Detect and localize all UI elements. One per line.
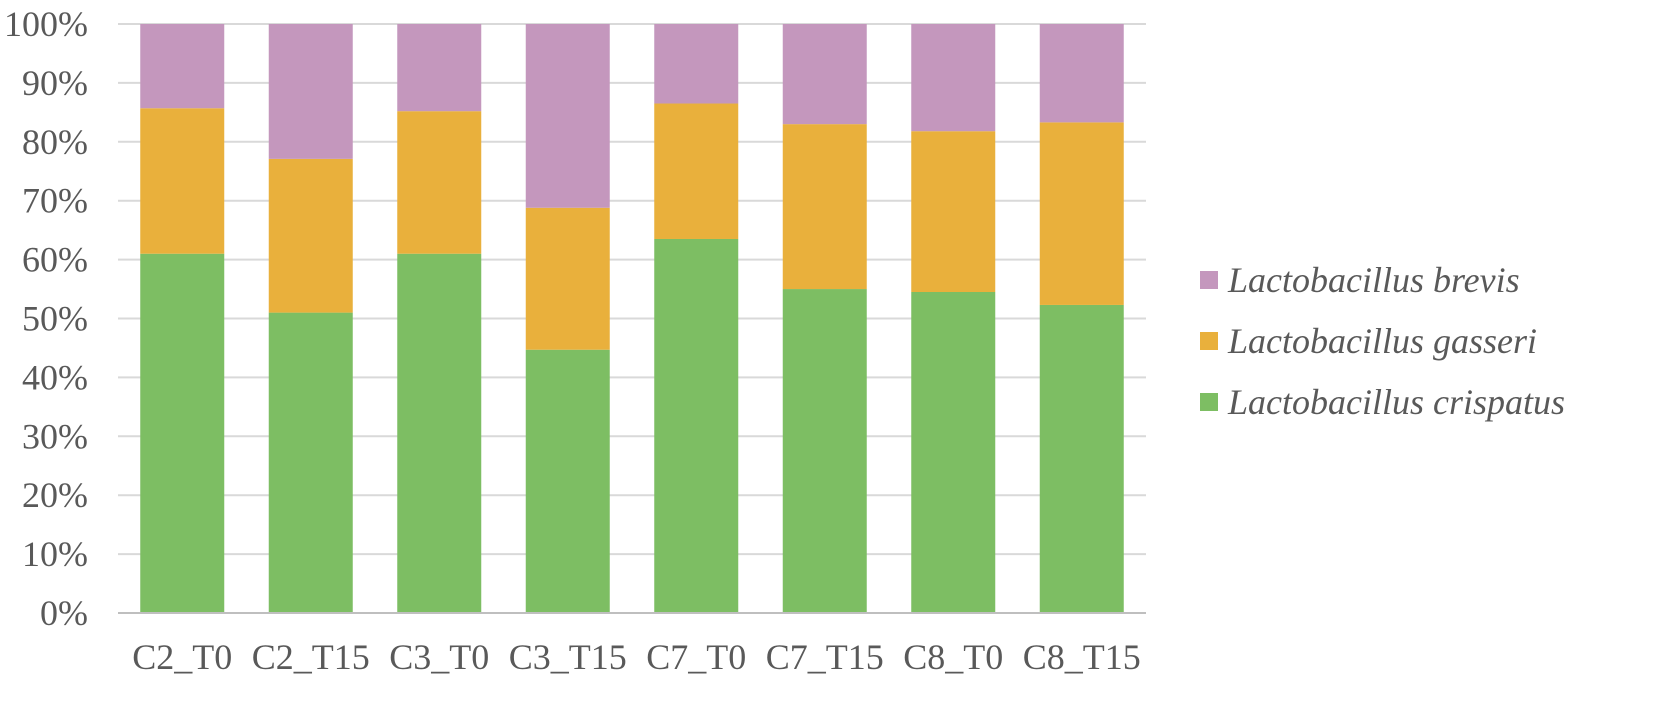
bar-segment bbox=[1039, 304, 1124, 613]
bar-segment bbox=[1039, 122, 1124, 305]
y-tick-label: 20% bbox=[22, 475, 88, 515]
bar-segment bbox=[268, 312, 353, 613]
y-tick-label: 90% bbox=[22, 63, 88, 103]
y-tick-label: 70% bbox=[22, 181, 88, 221]
legend: Lactobacillus brevis Lactobacillus gasser… bbox=[1200, 260, 1565, 422]
bar-segment bbox=[140, 253, 225, 613]
bars bbox=[140, 24, 1124, 614]
bar-segment bbox=[397, 111, 482, 254]
bar-segment bbox=[525, 207, 610, 350]
bar-segment bbox=[140, 24, 225, 109]
bar-segment bbox=[911, 24, 996, 132]
bar-segment bbox=[268, 158, 353, 313]
legend-swatch bbox=[1200, 271, 1218, 289]
y-tick-label: 0% bbox=[40, 593, 88, 633]
bar-segment bbox=[268, 24, 353, 159]
bar-segment bbox=[525, 24, 610, 208]
bar-segment bbox=[397, 253, 482, 613]
bar-segment bbox=[654, 238, 739, 614]
bar-segment bbox=[397, 24, 482, 112]
y-tick-label: 80% bbox=[22, 122, 88, 162]
bar-segment bbox=[782, 24, 867, 125]
bar-segment bbox=[782, 289, 867, 613]
x-category-label: C2_T15 bbox=[252, 637, 370, 677]
bar-segment bbox=[525, 349, 610, 613]
x-category-label: C7_T0 bbox=[646, 637, 746, 677]
y-tick-label: 40% bbox=[22, 357, 88, 397]
bar-segment bbox=[654, 24, 739, 104]
y-tick-label: 100% bbox=[4, 4, 88, 44]
legend-swatch bbox=[1200, 332, 1218, 350]
legend-label: Lactobacillus brevis bbox=[1227, 260, 1520, 300]
x-category-label: C2_T0 bbox=[132, 637, 232, 677]
bar-segment bbox=[911, 131, 996, 292]
y-tick-label: 50% bbox=[22, 299, 88, 339]
bar-segment bbox=[140, 108, 225, 254]
x-category-label: C8_T0 bbox=[903, 637, 1003, 677]
x-category-label: C3_T0 bbox=[389, 637, 489, 677]
bar-segment bbox=[654, 103, 739, 239]
x-category-label: C7_T15 bbox=[766, 637, 884, 677]
x-axis-category-labels: C2_T0 C2_T15 C3_T0 C3_T15 C7_T0 C7_T15 C8_T0 C8… bbox=[132, 637, 1141, 677]
y-axis-tick-labels: 0% 10% 20% 30% 40% 50% 60% 70% 80% 90% 100% bbox=[4, 4, 88, 633]
x-category-label: C8_T15 bbox=[1023, 637, 1141, 677]
bar-segment bbox=[911, 291, 996, 613]
legend-label: Lactobacillus crispatus bbox=[1227, 382, 1565, 422]
y-tick-label: 10% bbox=[22, 534, 88, 574]
y-tick-label: 60% bbox=[22, 240, 88, 280]
x-category-label: C3_T15 bbox=[509, 637, 627, 677]
legend-label: Lactobacillus gasseri bbox=[1227, 321, 1537, 361]
legend-swatch bbox=[1200, 393, 1218, 411]
y-tick-label: 30% bbox=[22, 416, 88, 456]
bar-segment bbox=[1039, 24, 1124, 123]
bar-segment bbox=[782, 124, 867, 290]
